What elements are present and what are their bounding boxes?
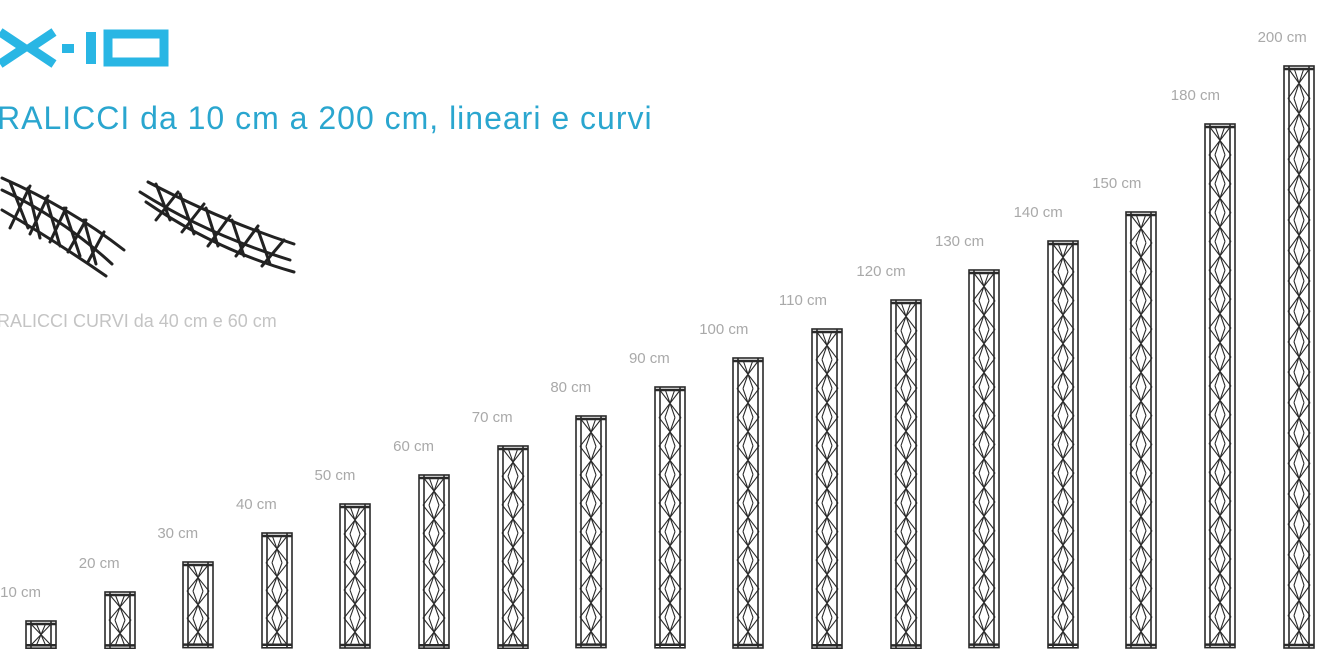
truss-size-label: 50 cm [314,467,356,484]
truss-80cm [575,415,607,649]
truss-130cm [968,269,1000,649]
truss-200cm [1282,65,1315,649]
truss-40cm [260,532,293,649]
truss-110cm [811,327,843,649]
truss-size-label: 40 cm [235,496,277,514]
truss-120cm [889,298,922,649]
truss-size-label: 120 cm [856,262,906,280]
truss-size-label: 10 cm [0,583,41,601]
curved-truss-pictures [0,168,310,288]
truss-70cm [496,444,529,649]
truss-size-label: 180 cm [1170,87,1220,105]
truss-size-label: 140 cm [1013,204,1063,222]
truss-size-label: 60 cm [393,437,434,455]
truss-50cm [339,503,372,649]
truss-90cm [653,386,686,649]
truss-size-label: 130 cm [934,233,985,251]
truss-size-label: 90 cm [628,350,670,368]
truss-size-label: 110 cm [778,291,827,309]
truss-10cm [25,619,57,649]
truss-size-label: 200 cm [1257,29,1307,46]
truss-60cm [418,473,450,649]
truss-30cm [182,561,214,649]
truss-size-label: 20 cm [78,554,120,572]
truss-180cm [1204,123,1236,649]
truss-20cm [103,590,136,649]
x10-logo [0,28,172,68]
curved-truss-40 [0,176,126,278]
truss-100cm [732,357,765,649]
truss-size-label: 70 cm [471,408,513,426]
headline: RALICCI da 10 cm a 200 cm, lineari e cur… [0,100,653,136]
truss-size-label: 100 cm [699,321,749,338]
truss-size-label: 30 cm [157,525,199,543]
curved-truss-60 [138,180,296,274]
curved-caption: RALICCI CURVI da 40 cm e 60 cm [0,311,277,331]
truss-150cm [1125,211,1158,649]
truss-size-label: 80 cm [550,379,592,397]
truss-140cm [1046,240,1079,649]
truss-size-label: 150 cm [1092,175,1142,192]
